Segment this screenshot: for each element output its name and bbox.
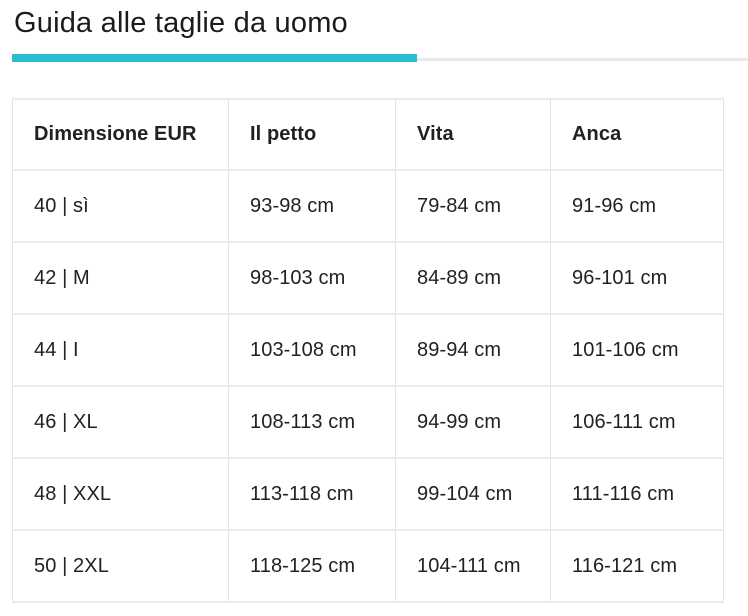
header-row: Dimensione EUR Il petto Vita Anca bbox=[12, 98, 724, 171]
chest-cell: 93-98 cm bbox=[228, 169, 396, 243]
chest-cell: 113-118 cm bbox=[228, 457, 396, 531]
waist-cell: 84-89 cm bbox=[395, 241, 551, 315]
page-title: Guida alle taglie da uomo bbox=[14, 7, 348, 39]
col-header-hip: Anca bbox=[550, 98, 724, 171]
col-header-size: Dimensione EUR bbox=[12, 98, 229, 171]
hip-cell: 111-116 cm bbox=[550, 457, 724, 531]
waist-cell: 104-111 cm bbox=[395, 529, 551, 603]
size-cell: 42 | M bbox=[12, 241, 229, 315]
accent-bar bbox=[12, 54, 417, 62]
size-cell: 46 | XL bbox=[12, 385, 229, 459]
hip-cell: 91-96 cm bbox=[550, 169, 724, 243]
table-row: 40 | sì 93-98 cm 79-84 cm 91-96 cm bbox=[12, 169, 724, 243]
col-header-chest: Il petto bbox=[228, 98, 396, 171]
size-guide-table: Dimensione EUR Il petto Vita Anca 40 | s… bbox=[12, 98, 724, 603]
size-cell: 48 | XXL bbox=[12, 457, 229, 531]
waist-cell: 89-94 cm bbox=[395, 313, 551, 387]
size-cell: 44 | I bbox=[12, 313, 229, 387]
hip-cell: 96-101 cm bbox=[550, 241, 724, 315]
hip-cell: 106-111 cm bbox=[550, 385, 724, 459]
table-row: 44 | I 103-108 cm 89-94 cm 101-106 cm bbox=[12, 313, 724, 387]
col-header-waist: Vita bbox=[395, 98, 551, 171]
table-row: 48 | XXL 113-118 cm 99-104 cm 111-116 cm bbox=[12, 457, 724, 531]
waist-cell: 79-84 cm bbox=[395, 169, 551, 243]
title-underline bbox=[12, 54, 748, 62]
table-row: 50 | 2XL 118-125 cm 104-111 cm 116-121 c… bbox=[12, 529, 724, 603]
hip-cell: 101-106 cm bbox=[550, 313, 724, 387]
table-row: 42 | M 98-103 cm 84-89 cm 96-101 cm bbox=[12, 241, 724, 315]
chest-cell: 118-125 cm bbox=[228, 529, 396, 603]
waist-cell: 99-104 cm bbox=[395, 457, 551, 531]
waist-cell: 94-99 cm bbox=[395, 385, 551, 459]
table-row: 46 | XL 108-113 cm 94-99 cm 106-111 cm bbox=[12, 385, 724, 459]
size-cell: 50 | 2XL bbox=[12, 529, 229, 603]
size-cell: 40 | sì bbox=[12, 169, 229, 243]
chest-cell: 98-103 cm bbox=[228, 241, 396, 315]
chest-cell: 103-108 cm bbox=[228, 313, 396, 387]
hip-cell: 116-121 cm bbox=[550, 529, 724, 603]
chest-cell: 108-113 cm bbox=[228, 385, 396, 459]
